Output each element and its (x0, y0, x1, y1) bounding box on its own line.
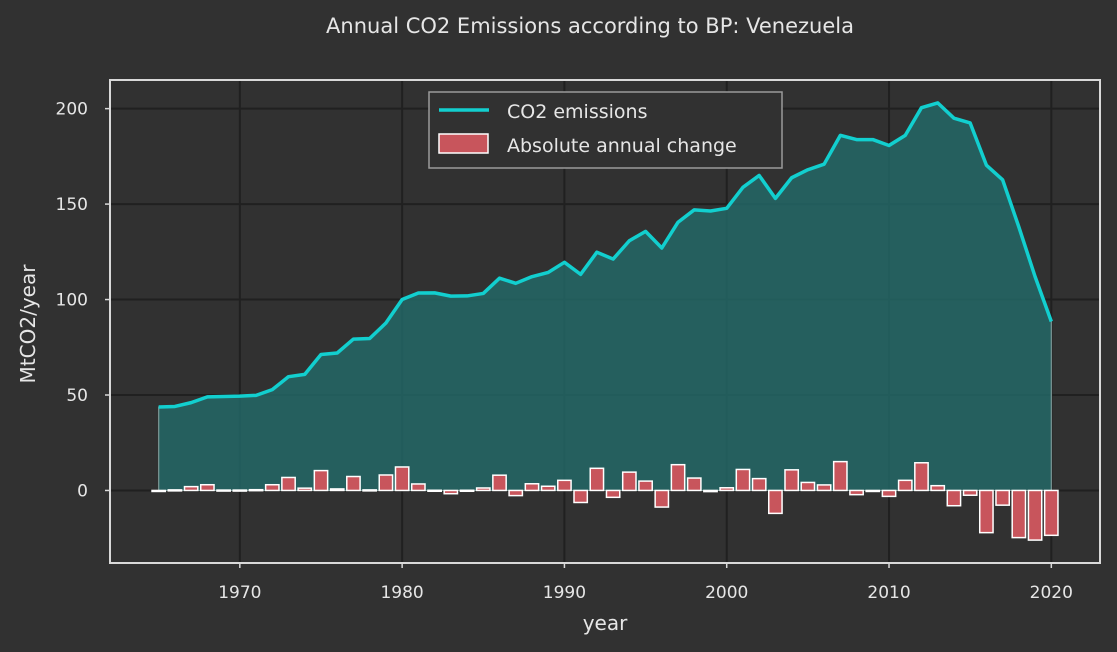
bar-2015 (962, 489, 978, 496)
bar-1971 (248, 488, 264, 492)
bar-1995 (638, 480, 653, 492)
bar-1967 (183, 485, 199, 492)
plot-frame (109, 79, 1101, 564)
chart-title: Annual CO2 Emissions according to BP: Ve… (326, 14, 854, 38)
bar-2002 (751, 477, 767, 492)
legend: CO2 emissions Absolute annual change (428, 91, 783, 169)
bar-2013 (930, 484, 946, 492)
bar-2018 (1011, 489, 1027, 539)
bar-1977 (346, 475, 361, 492)
bar-1987 (508, 489, 524, 497)
x-tick-label-1980: 1980 (380, 583, 423, 603)
bar-2007 (832, 460, 848, 492)
x-tick-label-2000: 2000 (705, 583, 748, 603)
bar-1975 (313, 469, 329, 492)
bar-2010 (881, 489, 897, 498)
bar-1978 (362, 489, 378, 492)
bar-1991 (573, 489, 589, 504)
bars (151, 460, 1059, 541)
bar-2017 (995, 489, 1011, 506)
y-tick-label-100: 100 (56, 291, 88, 311)
bar-2006 (816, 484, 832, 492)
bar-1974 (297, 487, 313, 492)
bar-2005 (800, 481, 816, 492)
bar-1984 (459, 489, 475, 493)
bar-1970 (232, 489, 248, 492)
bar-2011 (897, 479, 913, 492)
y-tick-label-50: 50 (66, 386, 88, 406)
bar-1973 (281, 476, 296, 492)
x-tick-label-2010: 2010 (867, 583, 910, 603)
y-axis-label: MtCO2/year (16, 264, 40, 384)
bar-2004 (784, 469, 800, 492)
x-ticks: 1970 1980 1990 2000 2010 2020 (218, 563, 1073, 603)
legend-label-co2-emissions: CO2 emissions (507, 101, 647, 123)
bar-1965 (151, 489, 167, 493)
bar-1979 (378, 474, 394, 492)
bar-1983 (443, 489, 459, 495)
bar-1966 (167, 489, 183, 492)
x-axis-label: year (583, 611, 628, 635)
bar-1980 (394, 466, 410, 492)
bar-2001 (735, 468, 751, 492)
bar-2016 (978, 489, 994, 534)
x-tick-label-1970: 1970 (218, 583, 261, 603)
bar-1996 (654, 489, 670, 508)
bar-1990 (557, 479, 572, 492)
emissions-line (158, 101, 1053, 409)
bar-2014 (946, 489, 962, 507)
y-tick-label-200: 200 (56, 100, 88, 120)
legend-label-absolute-annual-change: Absolute annual change (507, 135, 737, 157)
bar-1968 (199, 483, 215, 492)
bar-2019 (1027, 489, 1043, 541)
bar-1993 (605, 489, 621, 499)
bar-1976 (329, 488, 345, 492)
y-ticks: 0 50 100 150 200 (56, 100, 110, 501)
bar-1989 (540, 485, 556, 492)
y-tick-label-150: 150 (56, 195, 88, 215)
bar-2012 (914, 462, 929, 492)
bar-1998 (686, 477, 702, 492)
bar-1988 (524, 483, 540, 492)
bar-1985 (475, 487, 491, 492)
bar-2009 (865, 489, 881, 493)
bar-2000 (719, 487, 735, 492)
legend-swatch-absolute-annual-change (438, 133, 489, 154)
legend-box (428, 91, 783, 169)
x-tick-label-1990: 1990 (543, 583, 586, 603)
bar-1997 (670, 463, 686, 492)
y-tick-label-0: 0 (77, 481, 88, 501)
bar-1986 (492, 474, 507, 492)
bar-2020 (1043, 489, 1059, 537)
bar-1981 (410, 483, 426, 492)
bar-1969 (216, 489, 232, 492)
line-layer (158, 101, 1053, 409)
bar-2008 (849, 489, 864, 496)
bar-1982 (427, 489, 442, 493)
bar-1992 (589, 467, 605, 492)
bar-1999 (703, 489, 718, 493)
x-tick-label-2020: 2020 (1030, 583, 1073, 603)
bar-1994 (621, 471, 637, 492)
bar-1972 (264, 483, 280, 492)
bar-2003 (768, 489, 783, 515)
